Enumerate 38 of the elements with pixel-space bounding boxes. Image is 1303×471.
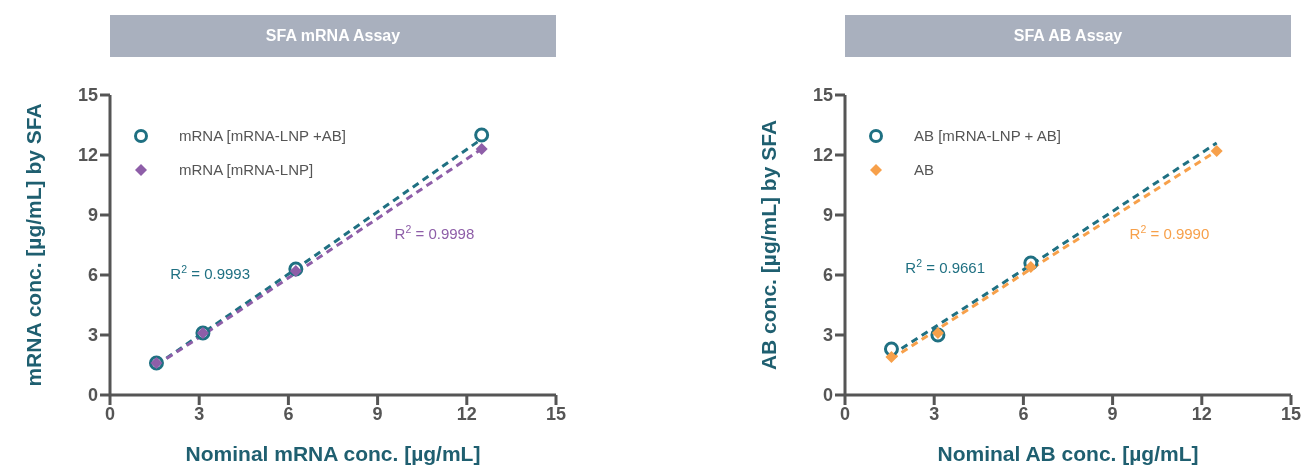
legend-label: AB (914, 160, 935, 180)
y-tick-label: 12 (812, 145, 833, 166)
y-tick-label: 6 (87, 265, 98, 286)
x-tick-label: 15 (1280, 403, 1302, 424)
chart-title: SFA AB Assay (845, 15, 1291, 57)
x-tick-label: 9 (1107, 403, 1118, 424)
y-tick-label: 3 (87, 325, 98, 346)
y-tick-label: 3 (822, 325, 833, 346)
x-tick-label: 6 (283, 403, 294, 424)
x-tick-label: 12 (456, 403, 477, 424)
x-tick-label: 3 (929, 403, 940, 424)
y-tick-label: 15 (812, 85, 833, 106)
y-axis-title: AB conc. [µg/mL] by SFA (757, 119, 781, 371)
y-tick-label: 0 (822, 385, 833, 406)
x-tick-label: 3 (194, 403, 205, 424)
annotation: R$^{2}$ = 0.9993 (170, 263, 251, 283)
x-tick-label: 9 (372, 403, 383, 424)
y-tick-label: 0 (87, 385, 98, 406)
annotation: R$^{2}$ = 0.9661 (905, 257, 986, 277)
annotation: R$^{2}$ = 0.9998 (394, 223, 475, 243)
x-tick-label: 12 (1191, 403, 1212, 424)
chart-title: SFA mRNA Assay (110, 15, 556, 57)
y-tick-label: 9 (87, 205, 98, 226)
x-axis-title: Nominal AB conc. [µg/mL] (937, 442, 1199, 465)
y-tick-label: 15 (77, 85, 98, 106)
y-axis-title: mRNA conc. [µg/mL] by SFA (22, 103, 46, 387)
legend-label: mRNA [mRNA-LNP] (179, 160, 314, 180)
x-axis-title: Nominal mRNA conc. [µg/mL] (185, 442, 481, 465)
annotation: R$^{2}$ = 0.9990 (1129, 223, 1210, 243)
x-tick-label: 0 (839, 403, 851, 424)
y-tick-label: 6 (822, 265, 833, 286)
legend-label: mRNA [mRNA-LNP +AB] (179, 126, 346, 146)
y-tick-label: 12 (77, 145, 98, 166)
x-tick-label: 15 (545, 403, 567, 424)
x-tick-label: 6 (1018, 403, 1029, 424)
x-tick-label: 0 (104, 403, 116, 424)
legend-label: AB [mRNA-LNP + AB] (914, 126, 1061, 146)
y-tick-label: 9 (822, 205, 833, 226)
